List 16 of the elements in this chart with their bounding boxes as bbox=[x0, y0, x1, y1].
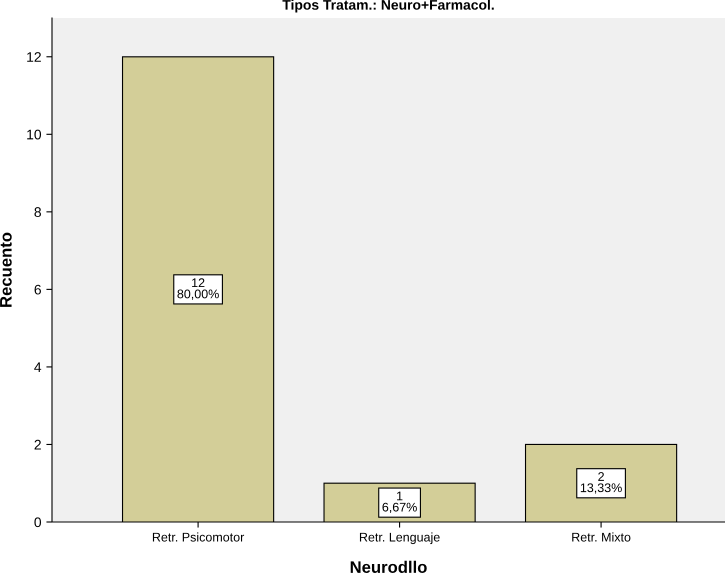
y-tick-label: 12 bbox=[27, 52, 41, 62]
x-tick-label: Retr. Mixto bbox=[572, 532, 630, 542]
data-label: 2 13,33% bbox=[580, 472, 622, 494]
y-tick-label: 4 bbox=[34, 362, 42, 372]
y-tick-label: 6 bbox=[34, 284, 41, 295]
y-tick-label: 8 bbox=[34, 207, 41, 218]
data-label: 1 6,67% bbox=[382, 492, 417, 514]
x-tick-label: Retr. Psicomotor bbox=[152, 532, 244, 542]
data-label: 12 80,00% bbox=[177, 278, 219, 300]
x-tick-label: Retr. Lenguaje bbox=[360, 532, 440, 544]
y-tick-label: 2 bbox=[34, 440, 41, 450]
y-tick-label: 0 bbox=[34, 517, 42, 528]
x-axis-title: Neurodllo bbox=[350, 560, 427, 573]
y-tick-label: 10 bbox=[27, 130, 42, 140]
chart-title: Tipos Tratam.: Neuro+Farmacol. bbox=[282, 0, 494, 13]
y-axis-title: Recuento bbox=[0, 232, 12, 307]
